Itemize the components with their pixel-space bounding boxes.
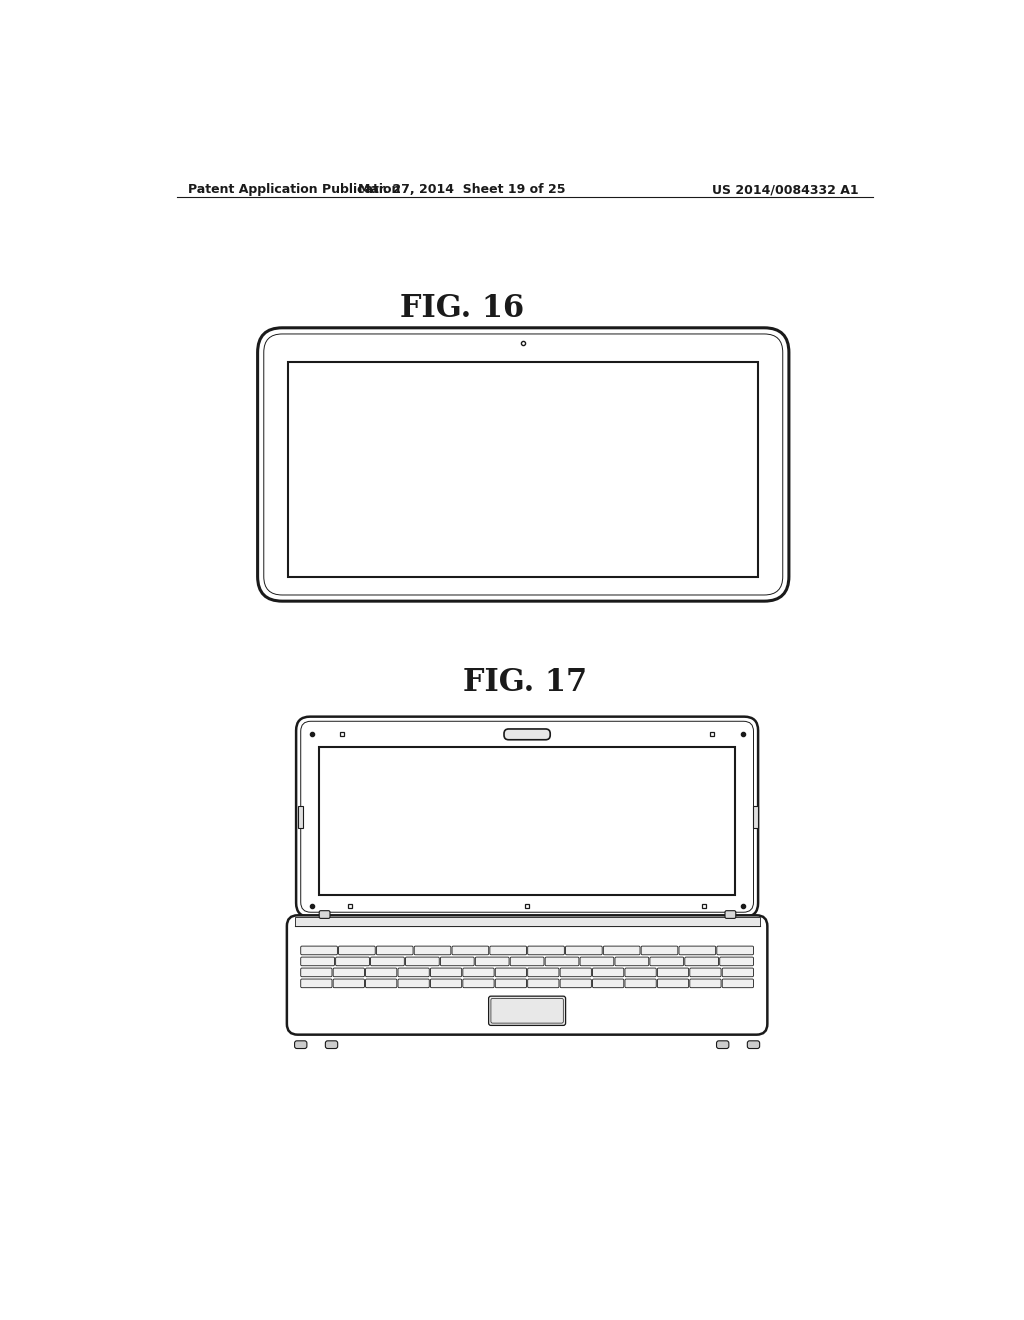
FancyBboxPatch shape xyxy=(463,979,495,987)
FancyBboxPatch shape xyxy=(333,968,365,977)
FancyBboxPatch shape xyxy=(615,957,649,966)
FancyBboxPatch shape xyxy=(488,997,565,1026)
FancyBboxPatch shape xyxy=(722,979,754,987)
FancyBboxPatch shape xyxy=(301,957,335,966)
FancyBboxPatch shape xyxy=(366,968,397,977)
FancyBboxPatch shape xyxy=(641,946,678,954)
FancyBboxPatch shape xyxy=(319,911,330,919)
FancyBboxPatch shape xyxy=(496,968,526,977)
FancyBboxPatch shape xyxy=(296,717,758,917)
Text: US 2014/0084332 A1: US 2014/0084332 A1 xyxy=(712,183,858,197)
FancyBboxPatch shape xyxy=(489,946,526,954)
FancyBboxPatch shape xyxy=(504,729,550,739)
FancyBboxPatch shape xyxy=(650,957,684,966)
FancyBboxPatch shape xyxy=(326,1040,338,1048)
FancyBboxPatch shape xyxy=(580,957,613,966)
FancyBboxPatch shape xyxy=(722,968,754,977)
FancyBboxPatch shape xyxy=(452,946,488,954)
FancyBboxPatch shape xyxy=(685,957,719,966)
FancyBboxPatch shape xyxy=(725,911,736,919)
FancyBboxPatch shape xyxy=(301,979,332,987)
FancyBboxPatch shape xyxy=(430,979,462,987)
FancyBboxPatch shape xyxy=(440,957,474,966)
FancyBboxPatch shape xyxy=(748,1040,760,1048)
Bar xyxy=(319,747,735,895)
FancyBboxPatch shape xyxy=(527,968,559,977)
FancyBboxPatch shape xyxy=(625,968,656,977)
FancyBboxPatch shape xyxy=(560,979,592,987)
Bar xyxy=(298,807,303,828)
FancyBboxPatch shape xyxy=(657,968,689,977)
FancyBboxPatch shape xyxy=(720,957,754,966)
Text: Mar. 27, 2014  Sheet 19 of 25: Mar. 27, 2014 Sheet 19 of 25 xyxy=(358,183,565,197)
FancyBboxPatch shape xyxy=(527,946,564,954)
FancyBboxPatch shape xyxy=(301,946,337,954)
FancyBboxPatch shape xyxy=(333,979,365,987)
FancyBboxPatch shape xyxy=(398,968,429,977)
FancyBboxPatch shape xyxy=(496,979,526,987)
FancyBboxPatch shape xyxy=(415,946,451,954)
FancyBboxPatch shape xyxy=(336,957,370,966)
FancyBboxPatch shape xyxy=(593,979,624,987)
FancyBboxPatch shape xyxy=(258,327,788,601)
FancyBboxPatch shape xyxy=(339,946,375,954)
FancyBboxPatch shape xyxy=(717,1040,729,1048)
FancyBboxPatch shape xyxy=(475,957,509,966)
FancyBboxPatch shape xyxy=(565,946,602,954)
FancyBboxPatch shape xyxy=(560,968,592,977)
FancyBboxPatch shape xyxy=(510,957,544,966)
Bar xyxy=(754,807,758,828)
Text: FIG. 16: FIG. 16 xyxy=(399,293,523,325)
FancyBboxPatch shape xyxy=(545,957,579,966)
FancyBboxPatch shape xyxy=(603,946,640,954)
FancyBboxPatch shape xyxy=(679,946,716,954)
Bar xyxy=(289,362,758,577)
Bar xyxy=(295,917,760,927)
FancyBboxPatch shape xyxy=(463,968,495,977)
Text: FIG. 17: FIG. 17 xyxy=(463,667,587,697)
FancyBboxPatch shape xyxy=(287,915,767,1035)
FancyBboxPatch shape xyxy=(717,946,754,954)
FancyBboxPatch shape xyxy=(377,946,413,954)
FancyBboxPatch shape xyxy=(366,979,397,987)
Text: Patent Application Publication: Patent Application Publication xyxy=(188,183,400,197)
FancyBboxPatch shape xyxy=(371,957,404,966)
FancyBboxPatch shape xyxy=(690,979,721,987)
FancyBboxPatch shape xyxy=(625,979,656,987)
FancyBboxPatch shape xyxy=(301,968,332,977)
FancyBboxPatch shape xyxy=(690,968,721,977)
FancyBboxPatch shape xyxy=(657,979,689,987)
FancyBboxPatch shape xyxy=(398,979,429,987)
FancyBboxPatch shape xyxy=(430,968,462,977)
FancyBboxPatch shape xyxy=(406,957,439,966)
FancyBboxPatch shape xyxy=(295,1040,307,1048)
FancyBboxPatch shape xyxy=(527,979,559,987)
FancyBboxPatch shape xyxy=(593,968,624,977)
